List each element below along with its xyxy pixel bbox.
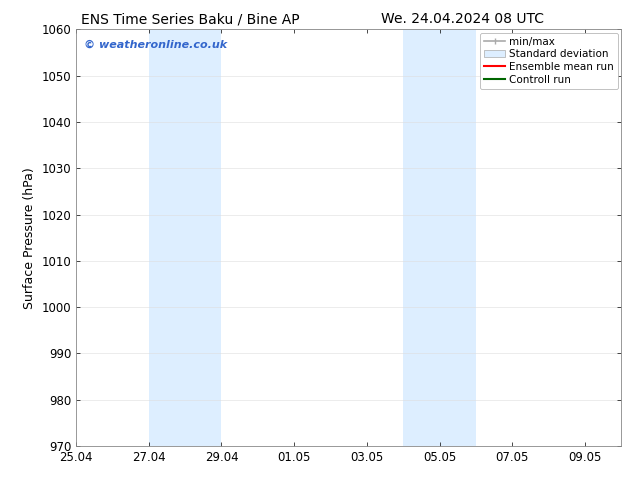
Text: © weatheronline.co.uk: © weatheronline.co.uk	[84, 40, 228, 50]
Bar	[403, 29, 476, 446]
Legend: min/max, Standard deviation, Ensemble mean run, Controll run: min/max, Standard deviation, Ensemble me…	[480, 32, 618, 89]
Text: We. 24.04.2024 08 UTC: We. 24.04.2024 08 UTC	[381, 12, 545, 26]
Y-axis label: Surface Pressure (hPa): Surface Pressure (hPa)	[23, 167, 36, 309]
Text: ENS Time Series Baku / Bine AP: ENS Time Series Baku / Bine AP	[81, 12, 299, 26]
Bar	[149, 29, 221, 446]
